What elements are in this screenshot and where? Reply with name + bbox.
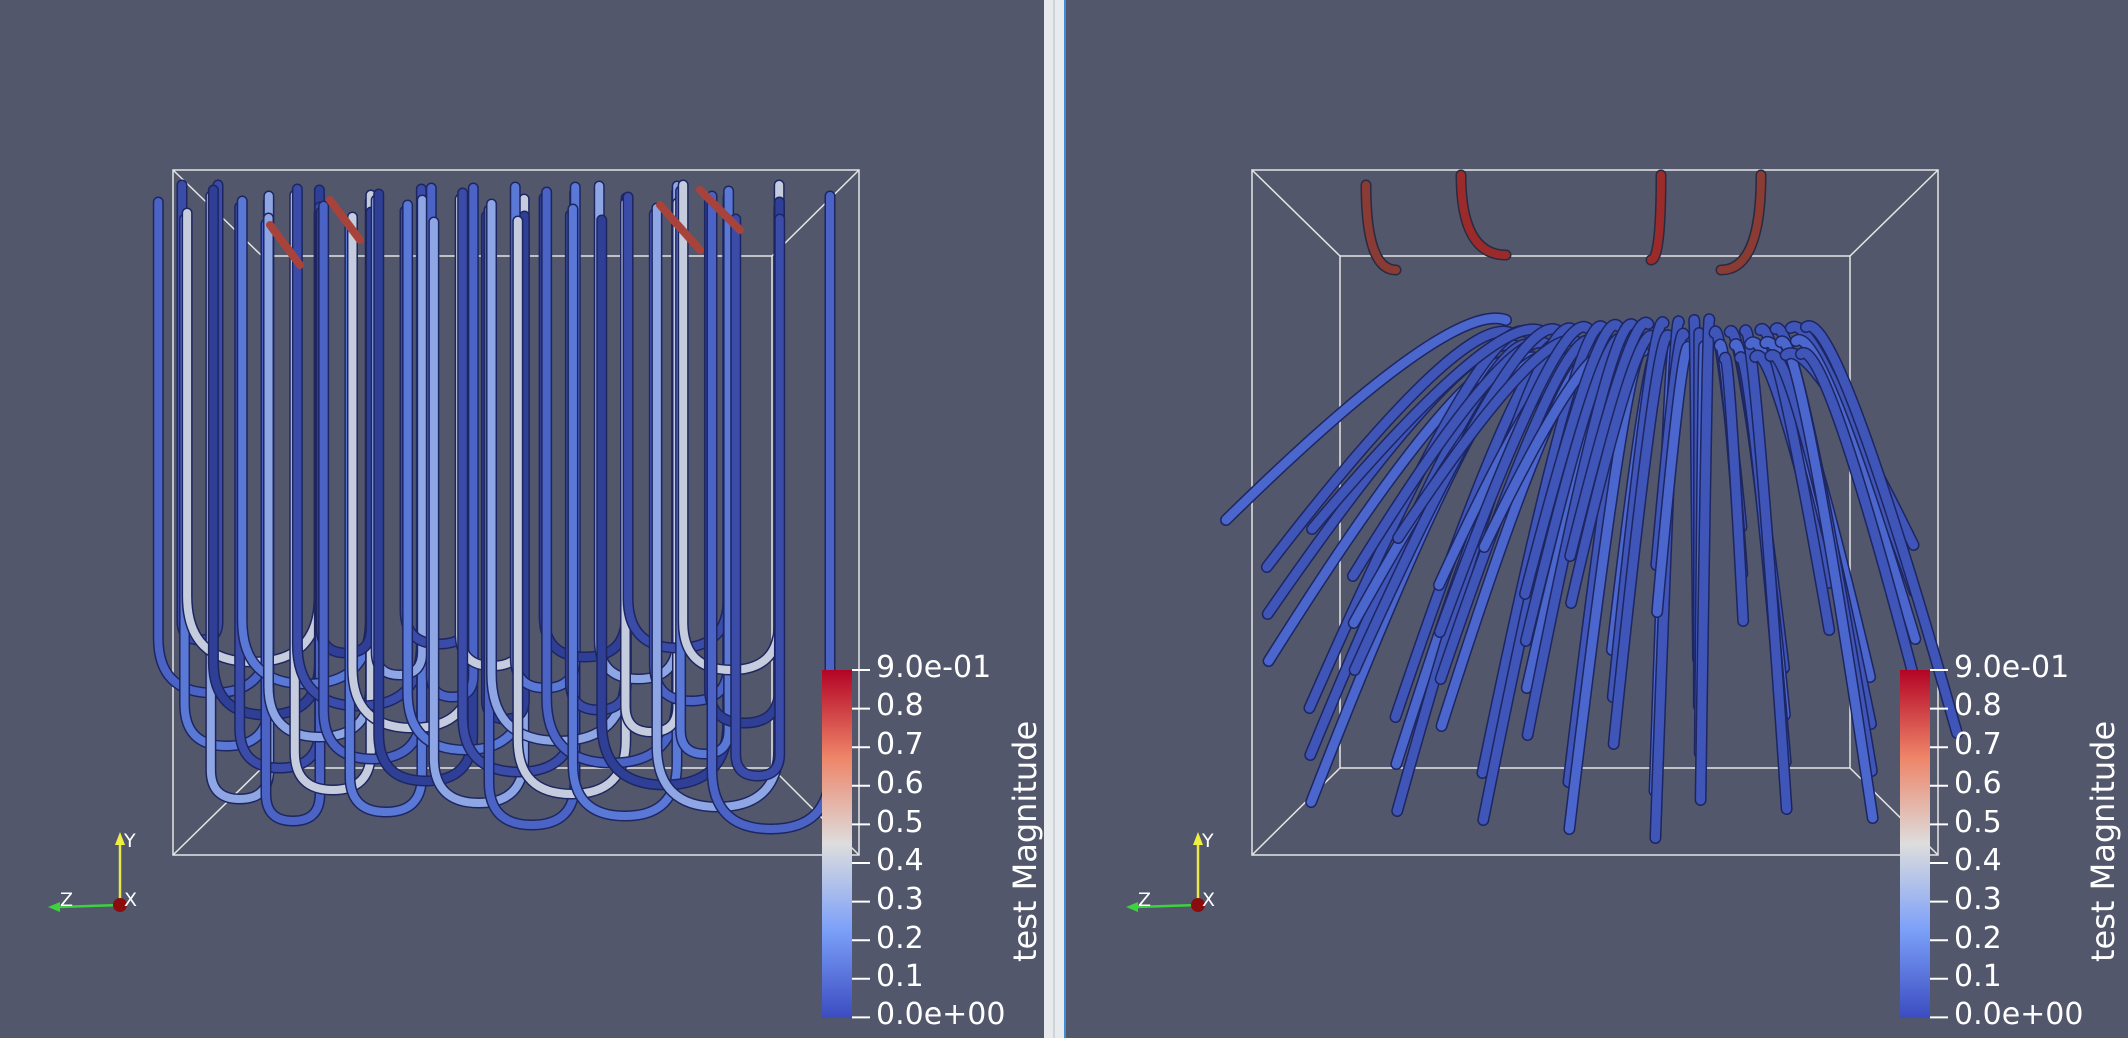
streamline-tube [1609, 330, 1674, 749]
colorbar-label: 0.3 [876, 882, 924, 917]
streamline-tube [1652, 342, 1694, 617]
axis-y-label: Y [1202, 830, 1214, 852]
colorbar-label: 9.0e-01 [1954, 650, 2070, 685]
streamline-tube [1696, 314, 1714, 805]
colorbar-label: 0.4 [876, 843, 924, 878]
streamline-tube [538, 192, 632, 663]
streamline-tube [705, 198, 784, 728]
streamline-tube [290, 191, 375, 795]
colorbar-label: 0.2 [876, 921, 924, 956]
colorbar-label: 0.3 [1954, 882, 2002, 917]
streamline-tubes [1220, 169, 1963, 844]
streamline-tube [1796, 348, 1921, 691]
streamline-tube [1307, 324, 1547, 534]
colorbar [822, 670, 852, 1018]
axis-z-label: Z [1138, 889, 1152, 911]
colorbar [1900, 670, 1930, 1018]
streamline-tube [1565, 318, 1653, 561]
axis-x-label: X [1202, 889, 1216, 911]
colorbar-title: test Magnitude [1006, 720, 1044, 962]
streamline-tube [1566, 331, 1658, 608]
streamline-scene-right[interactable] [1066, 0, 2128, 1038]
colorbar-label: 0.5 [876, 805, 924, 840]
colorbar-label: 0.8 [1954, 688, 2002, 723]
streamline-tube [326, 196, 364, 244]
colorbar-ticks [1930, 669, 1948, 1019]
colorbar-label: 0.4 [1954, 843, 2002, 878]
orientation-axes [48, 832, 127, 912]
streamline-tube [676, 187, 733, 759]
colorbar-label: 0.0e+00 [1954, 997, 2084, 1032]
colorbar-label: 0.6 [876, 766, 924, 801]
streamline-tube [1717, 171, 1765, 274]
streamline-tube [1755, 324, 1834, 635]
streamline-tube [1262, 327, 1516, 572]
streamline-tube [593, 180, 683, 685]
axis-z-label: Z [60, 889, 74, 911]
streamline-tube [1435, 322, 1592, 637]
streamline-tube [656, 201, 704, 254]
streamline-tube [1740, 325, 1792, 814]
streamline-tube [540, 194, 631, 662]
streamline-tube [261, 220, 324, 826]
colorbar-label: 0.8 [876, 688, 924, 723]
colorbar-label: 9.0e-01 [876, 650, 992, 685]
axis-y-label: Y [124, 830, 136, 852]
streamline-tube [1523, 319, 1638, 740]
colorbar-label: 0.7 [1954, 727, 2002, 762]
streamline-tube [1362, 181, 1400, 274]
colorbar-ticks [852, 669, 870, 1019]
streamline-tube [730, 213, 786, 782]
orientation-axes [1126, 832, 1205, 912]
colorbar-label: 0.7 [876, 727, 924, 762]
colorbar-label: 0.5 [1954, 805, 2002, 840]
render-view-right[interactable]: Y Z X 9.0e-01 0.8 0.7 0.6 0.5 0.4 0.3 0.… [1064, 0, 2128, 1038]
streamline-scene-left[interactable] [0, 0, 1044, 1038]
colorbar-label: 0.0e+00 [876, 997, 1006, 1032]
streamline-tube [703, 196, 785, 729]
colorbar-label: 0.6 [1954, 766, 2002, 801]
streamline-tube [595, 182, 682, 684]
view-splitter[interactable] [1044, 0, 1064, 1038]
colorbar-label: 0.1 [1954, 959, 2002, 994]
streamline-tube [731, 215, 784, 781]
colorbar-label: 0.2 [1954, 921, 2002, 956]
streamline-tube [1520, 320, 1623, 599]
streamline-tube [1221, 313, 1511, 525]
streamline-tube [345, 219, 426, 817]
streamline-tube [266, 221, 304, 269]
axis-x-label: X [124, 889, 138, 911]
streamline-tube [1647, 171, 1665, 264]
colorbar-title: test Magnitude [2084, 720, 2122, 962]
streamline-tube [1477, 321, 1608, 778]
streamline-tube [696, 186, 744, 234]
streamline-tube [1457, 171, 1510, 259]
streamline-tubes [152, 179, 836, 835]
streamline-tube [1720, 353, 1748, 626]
colorbar-label: 0.1 [876, 959, 924, 994]
streamline-tube [1801, 321, 1962, 738]
render-view-left[interactable]: Y Z X 9.0e-01 0.8 0.7 0.6 0.5 0.4 0.3 0.… [0, 0, 1044, 1038]
streamline-tube [1776, 336, 1878, 823]
